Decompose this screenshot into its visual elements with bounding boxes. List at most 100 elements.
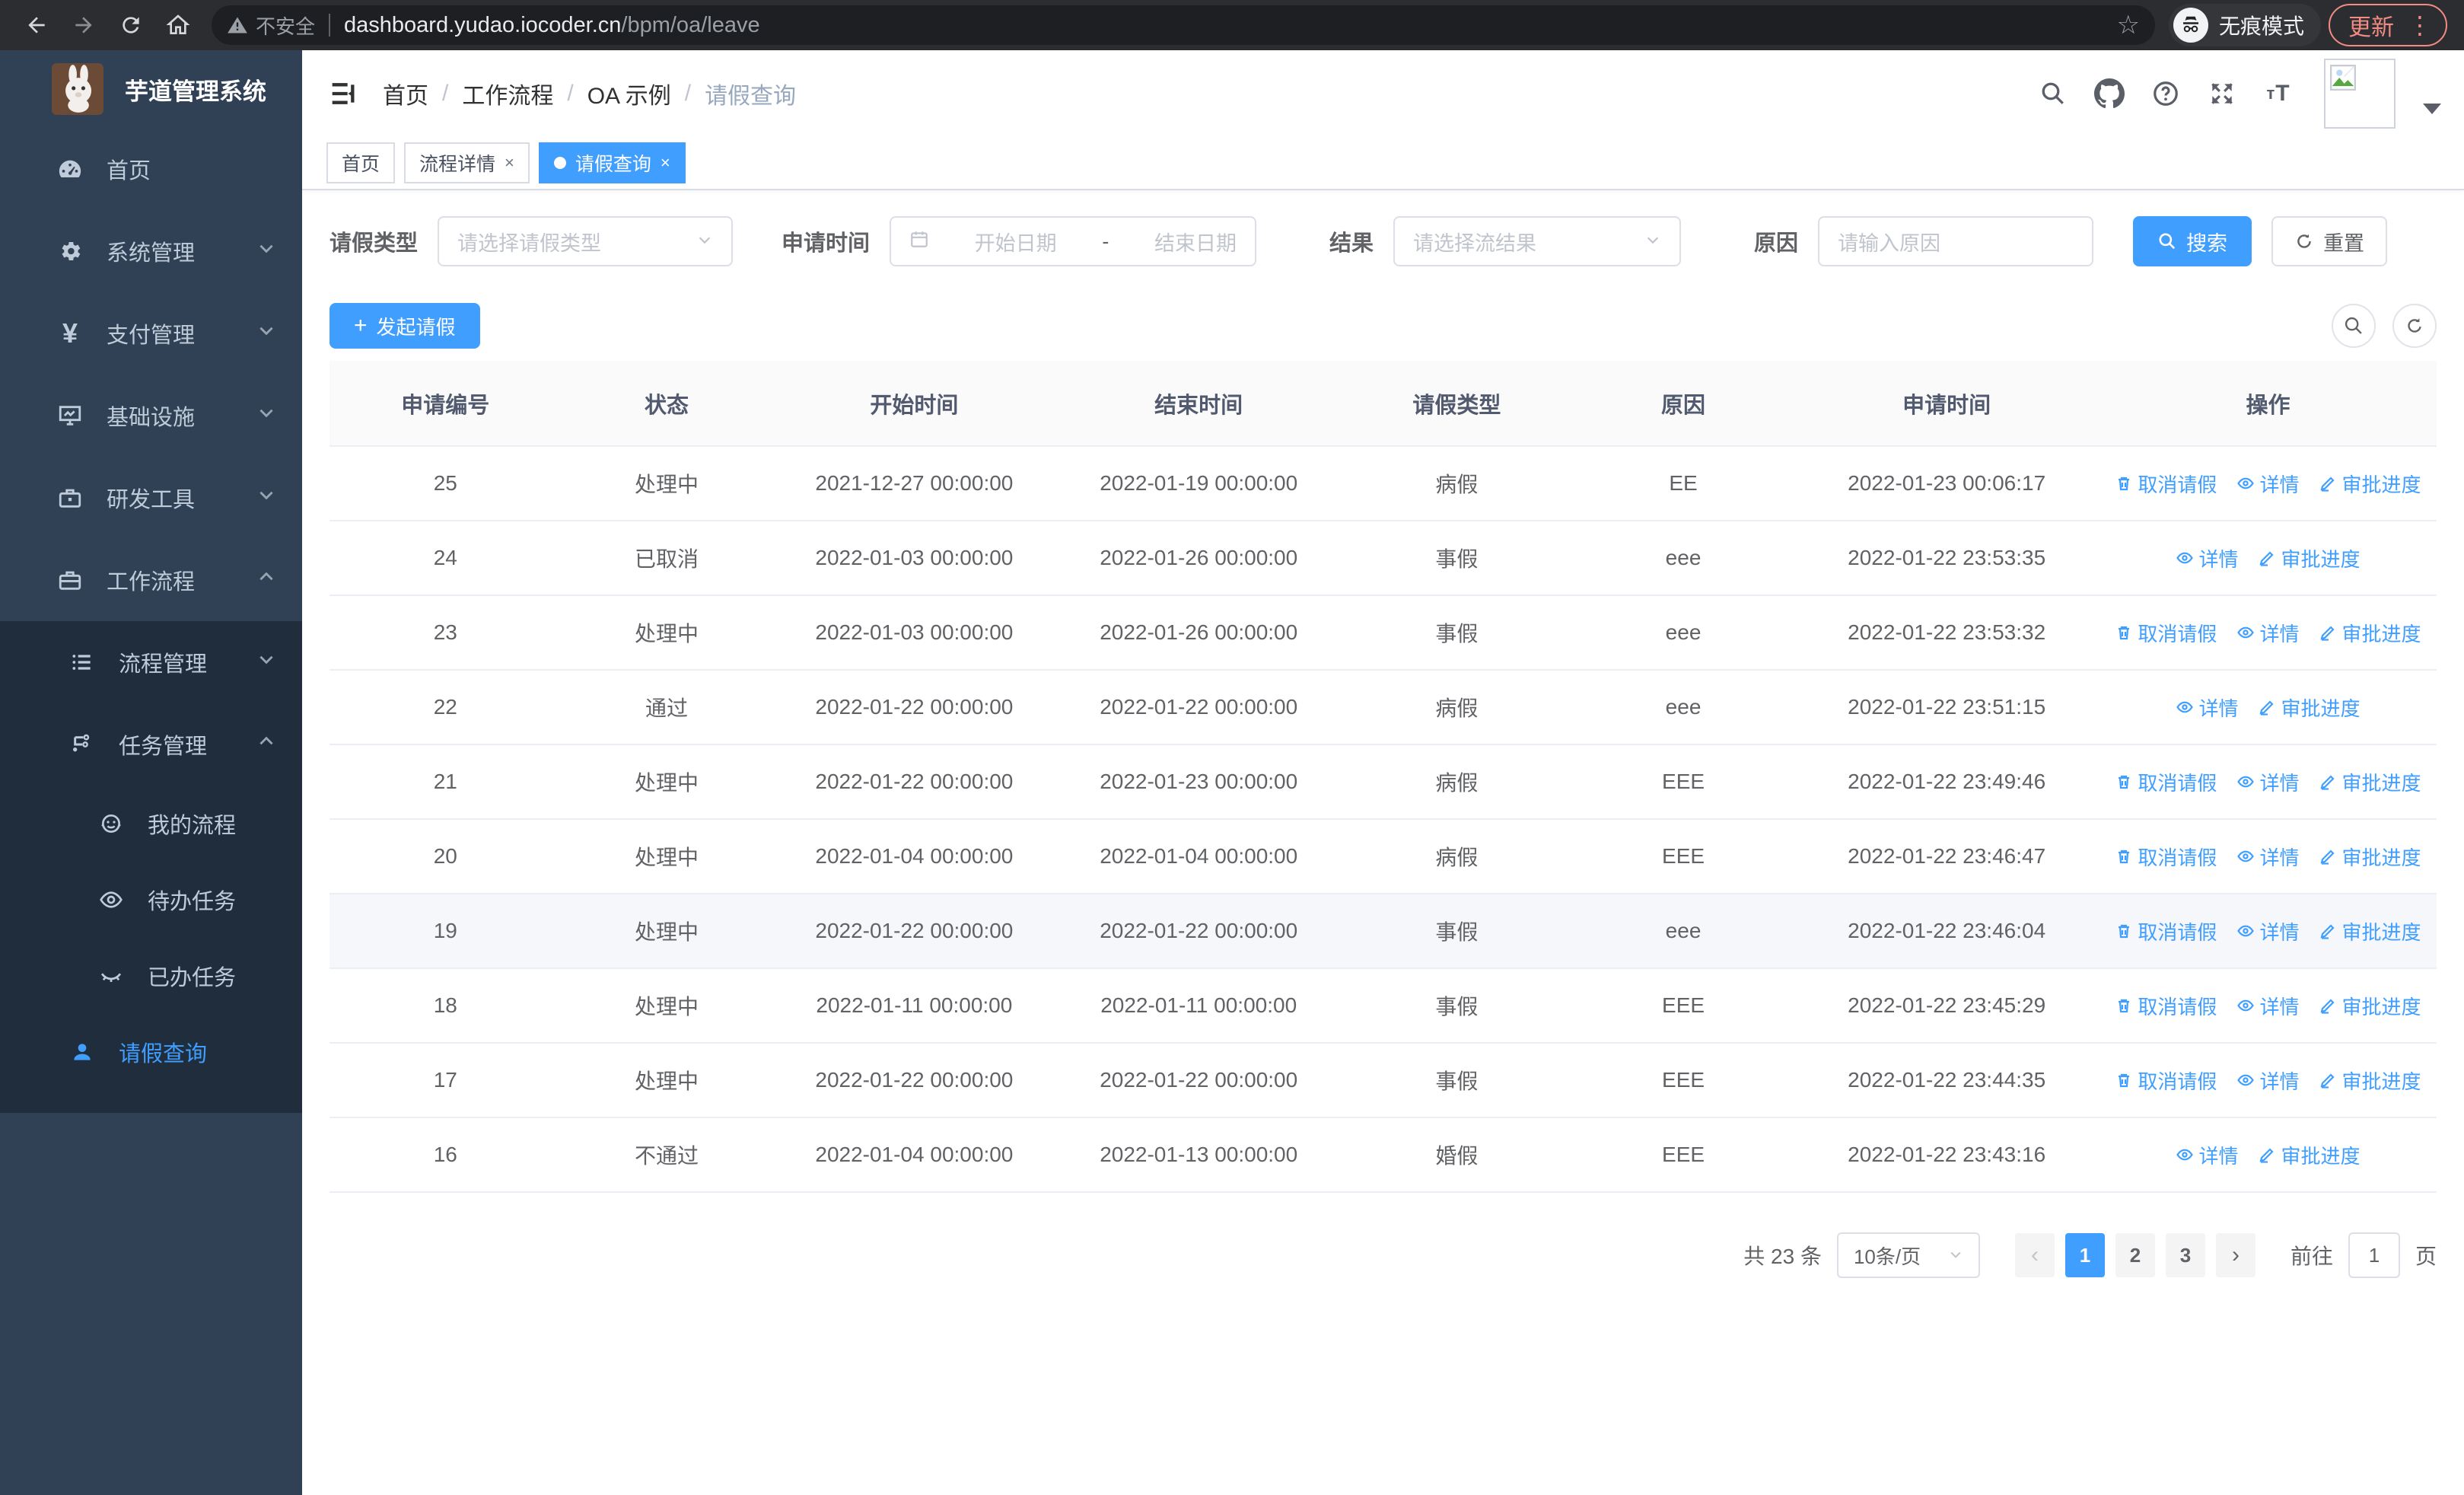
detail-link[interactable]: 详情 <box>2236 768 2299 796</box>
sidebar-item-infra[interactable]: 基础设施 <box>0 375 302 457</box>
approval-progress-link[interactable]: 审批进度 <box>2258 693 2360 722</box>
detail-link[interactable]: 详情 <box>2236 470 2299 498</box>
table-row[interactable]: 19 处理中 2022-01-22 00:00:00 2022-01-22 00… <box>329 894 2437 969</box>
page-number-button[interactable]: 3 <box>2165 1233 2205 1277</box>
browser-forward-button[interactable] <box>64 5 103 45</box>
approval-progress-link[interactable]: 审批进度 <box>2319 619 2421 647</box>
approval-progress-link[interactable]: 审批进度 <box>2319 768 2421 796</box>
avatar-caret-icon[interactable] <box>2423 104 2441 114</box>
sidebar-item-my-process[interactable]: 我的流程 <box>0 786 302 862</box>
sidebar-item-done-tasks[interactable]: 已办任务 <box>0 938 302 1014</box>
table-row[interactable]: 24 已取消 2022-01-03 00:00:00 2022-01-26 00… <box>329 521 2437 596</box>
address-bar[interactable]: 不安全 dashboard.yudao.iocoder.cn/bpm/oa/le… <box>212 5 2155 45</box>
approval-progress-link[interactable]: 审批进度 <box>2258 544 2360 572</box>
tab[interactable]: 请假查询 × <box>538 142 686 183</box>
search-button[interactable]: 搜索 <box>2133 216 2252 266</box>
cancel-leave-link[interactable]: 取消请假 <box>2115 1066 2217 1095</box>
browser-menu-icon[interactable]: ⋮ <box>2408 11 2432 39</box>
prev-page-button[interactable]: ‹ <box>2014 1233 2055 1277</box>
sidebar-item-devtools[interactable]: 研发工具 <box>0 457 302 539</box>
refresh-table-button[interactable] <box>2392 304 2437 348</box>
date-range-picker[interactable]: 开始日期 - 结束日期 <box>890 216 1257 266</box>
browser-back-button[interactable] <box>17 5 56 45</box>
close-icon[interactable]: × <box>505 153 514 172</box>
sidebar-item-label: 首页 <box>107 159 151 183</box>
table-row[interactable]: 16 不通过 2022-01-04 00:00:00 2022-01-13 00… <box>329 1117 2437 1193</box>
toggle-search-button[interactable] <box>2332 304 2376 348</box>
close-icon[interactable]: × <box>660 153 670 172</box>
detail-link[interactable]: 详情 <box>2176 544 2238 572</box>
breadcrumb-workflow[interactable]: 工作流程 <box>462 84 554 109</box>
cancel-leave-link[interactable]: 取消请假 <box>2115 917 2217 945</box>
next-page-button[interactable]: › <box>2215 1233 2255 1277</box>
sidebar-collapse-icon[interactable] <box>325 76 360 111</box>
browser-reload-button[interactable] <box>111 5 151 45</box>
cell-leave-type: 事假 <box>1341 968 1573 1044</box>
approval-progress-link[interactable]: 审批进度 <box>2319 843 2421 871</box>
leave-type-select[interactable]: 请选择请假类型 <box>438 216 734 266</box>
sidebar-item-todo-tasks[interactable]: 待办任务 <box>0 862 302 938</box>
approval-progress-link[interactable]: 审批进度 <box>2319 470 2421 498</box>
end-date-input[interactable]: 结束日期 <box>1154 231 1237 255</box>
detail-link[interactable]: 详情 <box>2236 843 2299 871</box>
app-logo[interactable]: 芋道管理系统 <box>0 50 302 128</box>
table-row[interactable]: 22 通过 2022-01-22 00:00:00 2022-01-22 00:… <box>329 670 2437 745</box>
tab[interactable]: 首页 × <box>326 142 396 183</box>
approval-progress-link[interactable]: 审批进度 <box>2319 917 2421 945</box>
avatar[interactable] <box>2324 59 2396 129</box>
table-row[interactable]: 18 处理中 2022-01-11 00:00:00 2022-01-11 00… <box>329 968 2437 1044</box>
sidebar-item-workflow[interactable]: 工作流程 <box>0 539 302 621</box>
sidebar-item-system[interactable]: 系统管理 <box>0 210 302 292</box>
sidebar-item-task-mgmt[interactable]: 任务管理 <box>0 703 302 786</box>
cancel-leave-link[interactable]: 取消请假 <box>2115 619 2217 647</box>
sidebar-item-leave-query[interactable]: 请假查询 <box>0 1014 302 1090</box>
approval-progress-link[interactable]: 审批进度 <box>2258 1141 2360 1169</box>
page-number-button[interactable]: 2 <box>2115 1233 2155 1277</box>
approval-progress-link[interactable]: 审批进度 <box>2319 992 2421 1020</box>
not-secure-warning[interactable]: 不安全 <box>227 11 315 40</box>
create-leave-button[interactable]: + 发起请假 <box>329 303 480 349</box>
breadcrumb-oa-example[interactable]: OA 示例 <box>587 84 671 109</box>
sidebar-item-home[interactable]: 首页 <box>0 128 302 210</box>
chevron-down-icon <box>256 238 276 264</box>
search-icon[interactable] <box>2036 77 2070 110</box>
fullscreen-icon[interactable] <box>2205 77 2239 110</box>
breadcrumb-home[interactable]: 首页 <box>383 84 428 109</box>
table-row[interactable]: 21 处理中 2022-01-22 00:00:00 2022-01-23 00… <box>329 744 2437 820</box>
cancel-leave-link[interactable]: 取消请假 <box>2115 470 2217 498</box>
cancel-leave-link[interactable]: 取消请假 <box>2115 768 2217 796</box>
goto-page-input[interactable]: 1 <box>2348 1232 2400 1278</box>
bookmark-star-icon[interactable]: ☆ <box>2116 11 2140 40</box>
cancel-leave-link[interactable]: 取消请假 <box>2115 992 2217 1020</box>
detail-link[interactable]: 详情 <box>2176 1141 2238 1169</box>
help-icon[interactable] <box>2149 77 2182 110</box>
result-select[interactable]: 请选择流结果 <box>1393 216 1682 266</box>
sidebar-item-payment[interactable]: ¥ 支付管理 <box>0 292 302 375</box>
detail-link[interactable]: 详情 <box>2236 917 2299 945</box>
tab[interactable]: 流程详情 × <box>404 142 530 183</box>
sidebar-item-process-mgmt[interactable]: 流程管理 <box>0 621 302 703</box>
detail-link[interactable]: 详情 <box>2236 992 2299 1020</box>
start-date-input[interactable]: 开始日期 <box>974 231 1057 255</box>
table-row[interactable]: 25 处理中 2021-12-27 00:00:00 2022-01-19 00… <box>329 446 2437 521</box>
page-number-button[interactable]: 1 <box>2064 1233 2105 1277</box>
detail-link[interactable]: 详情 <box>2236 619 2299 647</box>
browser-update-menu[interactable]: 更新 ⋮ <box>2329 4 2447 46</box>
table-row[interactable]: 23 处理中 2022-01-03 00:00:00 2022-01-26 00… <box>329 595 2437 671</box>
detail-link[interactable]: 详情 <box>2236 1066 2299 1095</box>
cell-leave-type: 病假 <box>1341 819 1573 894</box>
github-icon[interactable] <box>2093 77 2126 110</box>
cell-leave-type: 婚假 <box>1341 1117 1573 1193</box>
table-row[interactable]: 20 处理中 2022-01-04 00:00:00 2022-01-04 00… <box>329 819 2437 894</box>
approval-progress-link[interactable]: 审批进度 <box>2319 1066 2421 1095</box>
reset-button[interactable]: 重置 <box>2271 216 2388 266</box>
table-row[interactable]: 17 处理中 2022-01-22 00:00:00 2022-01-22 00… <box>329 1043 2437 1118</box>
trash-icon <box>2119 626 2130 640</box>
reason-input[interactable]: 请输入原因 <box>1818 216 2094 266</box>
browser-home-button[interactable] <box>158 5 198 45</box>
cell-status: 不通过 <box>561 1117 772 1193</box>
page-size-select[interactable]: 10条/页 <box>1836 1232 1980 1278</box>
cancel-leave-link[interactable]: 取消请假 <box>2115 843 2217 871</box>
detail-link[interactable]: 详情 <box>2176 693 2238 722</box>
